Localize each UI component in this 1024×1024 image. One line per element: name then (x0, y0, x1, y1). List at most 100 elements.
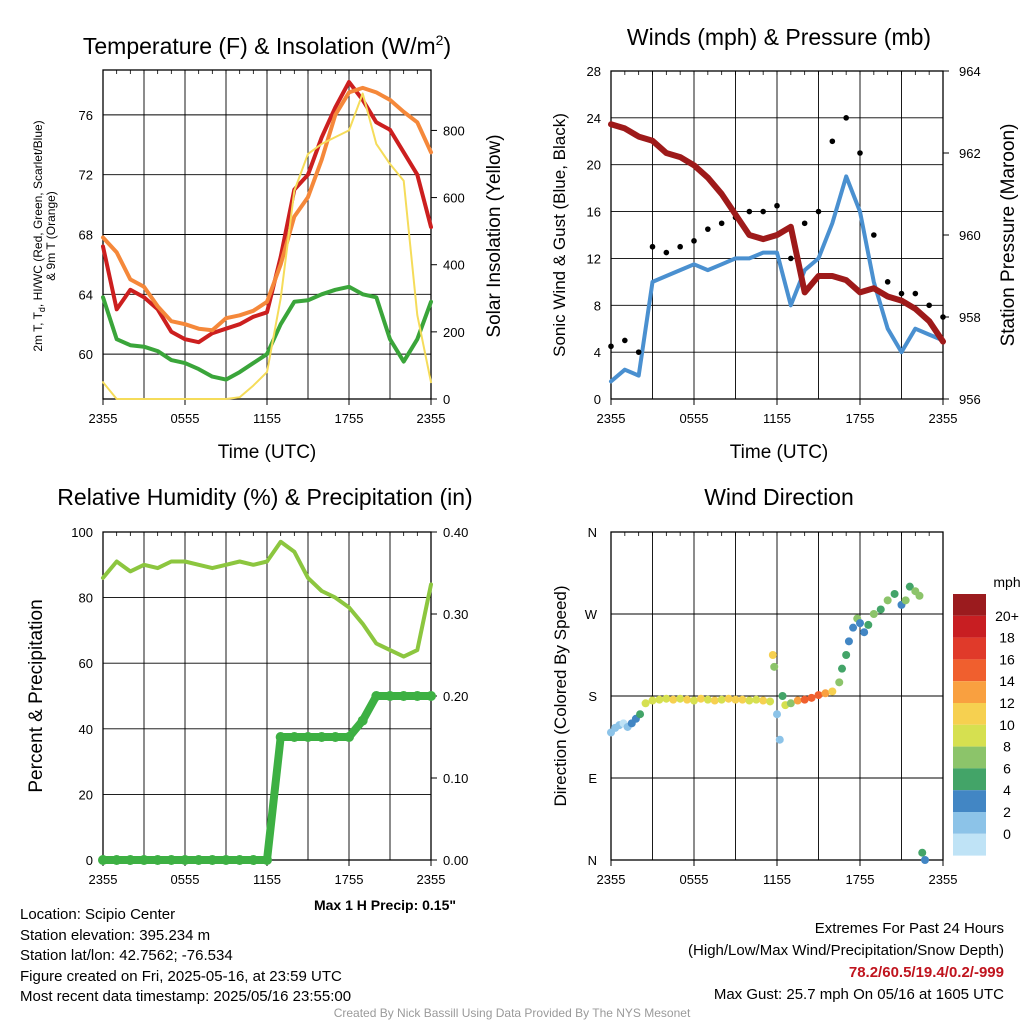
dir-direction-point (821, 689, 830, 698)
dir-direction-point (710, 696, 719, 705)
rh-precip-point (234, 855, 245, 865)
rh-ytick-label: 100 (71, 525, 93, 540)
rh-precip-point (139, 855, 149, 865)
wind-gust-point (760, 208, 766, 215)
wind-y2label: Station Pressure (Maroon) (998, 124, 1019, 347)
rh-precip-point (289, 732, 300, 742)
dir-colorbar-label: 8 (1003, 739, 1011, 755)
dir-direction-point (648, 696, 657, 705)
wind-y2tick-label: 962 (959, 146, 981, 161)
dir-direction-point (814, 691, 823, 700)
rh-precip-point (248, 855, 259, 865)
dir-direction-point (766, 697, 775, 706)
dir-direction-point (696, 694, 705, 703)
dir-colorbar-swatch (953, 637, 986, 660)
dir-colorbar-label: 4 (1003, 782, 1011, 798)
rh-precip-point (180, 855, 190, 865)
rh-precip-point (152, 855, 163, 865)
dir-colorbar-label: 10 (999, 717, 1015, 733)
dir-xtick-label: 0555 (680, 872, 709, 887)
temp-xtick-label: 2355 (417, 411, 446, 426)
wind-gust-point (912, 290, 919, 297)
dir-direction-point (778, 692, 787, 700)
wind-gust-point (940, 314, 946, 320)
dir-xtick-label: 2355 (929, 872, 958, 887)
dir-colorbar-swatch (953, 746, 986, 769)
wind-ylabel: Sonic Wind & Gust (Blue, Black) (550, 113, 569, 357)
dir-direction-point (860, 628, 869, 637)
dir-direction-point (835, 678, 844, 687)
rh-xtick-label: 2355 (417, 872, 446, 887)
rh-precip-point (371, 691, 382, 701)
recent-data-timestamp: Most recent data timestamp: 2025/05/16 2… (20, 988, 352, 1005)
wind-gust-point (843, 115, 849, 121)
wind-ytick-label: 20 (587, 158, 601, 173)
temp-xlabel: Time (UTC) (218, 442, 317, 463)
dir-chart-title: Wind Direction (704, 484, 854, 510)
dir-direction-point (876, 605, 885, 614)
temp-xtick-label: 0555 (171, 411, 200, 426)
wind-gust-point (622, 337, 628, 344)
wind-gust-point (746, 208, 753, 215)
wind-gust-point (815, 208, 822, 215)
dir-colorbar-label: 14 (999, 673, 1015, 689)
temp-ytick-label: 72 (79, 168, 93, 183)
wind-xtick-label: 1755 (846, 411, 875, 426)
wind-y2tick-label: 964 (959, 64, 981, 79)
dir-direction-point (793, 696, 802, 705)
dir-colorbar-swatch (953, 724, 986, 747)
dir-ytick-label: N (588, 853, 597, 868)
station-location: Location: Scipio Center (20, 906, 176, 923)
temp-y2tick-label: 400 (443, 258, 465, 273)
dir-direction-point (724, 694, 733, 703)
temp-y2label: Solar Insolation (Yellow) (484, 134, 505, 337)
extremes-block: Extremes For Past 24 Hours (High/Low/Max… (688, 918, 1004, 1006)
rh-precip-point (275, 732, 286, 742)
rh-ytick-label: 0 (86, 853, 93, 868)
dir-direction-point (921, 856, 930, 864)
wind-gust-point (898, 290, 905, 297)
station-info: Location: Scipio Center Station elevatio… (20, 905, 351, 1008)
dir-direction-point (745, 696, 754, 705)
rh-chart-title: Relative Humidity (%) & Precipitation (i… (57, 484, 472, 510)
wind-chart-title: Winds (mph) & Pressure (mb) (627, 24, 931, 50)
wind-xtick-label: 0555 (680, 411, 709, 426)
wind-gust-point (691, 238, 697, 244)
rh-precip-point (344, 732, 354, 742)
dir-direction-point (890, 589, 899, 598)
wind-gust-point (718, 220, 725, 227)
rh-precip-point (207, 855, 218, 865)
temp-xtick-label: 2355 (89, 411, 118, 426)
extremes-values: 78.2/60.5/19.4/0.2/-999 (848, 964, 1004, 981)
dir-direction-point (703, 695, 712, 704)
station-elevation: Station elevation: 395.234 m (20, 926, 211, 944)
wind-ytick-label: 8 (594, 298, 601, 313)
station-latlon: Station lat/lon: 42.7562; -76.534 (20, 947, 233, 964)
rh-ytick-label: 40 (79, 722, 93, 737)
dir-direction-point (768, 651, 777, 659)
dir-direction-point (856, 619, 864, 628)
rh-xtick-label: 1755 (335, 872, 364, 887)
wind-y2tick-label: 958 (959, 310, 981, 325)
wind-ytick-label: 16 (587, 205, 601, 220)
credit-line: Created By Nick Bassill Using Data Provi… (333, 1006, 691, 1020)
rh-xtick-label: 2355 (89, 872, 118, 887)
rh-precip-point (166, 855, 177, 865)
wind-xtick-label: 2355 (929, 411, 958, 426)
wind-gust-point (677, 243, 683, 250)
rh-precip-point (111, 855, 122, 865)
dir-direction-point (918, 848, 927, 857)
dir-direction-point (731, 695, 740, 704)
extremes-subtitle: (High/Low/Max Wind/Precipitation/Snow De… (688, 942, 1004, 959)
dir-colorbar-swatch (953, 703, 986, 725)
wind-xtick-label: 1155 (763, 411, 791, 426)
rh-ytick-label: 20 (79, 787, 93, 802)
dir-xtick-label: 1155 (763, 872, 791, 887)
wind-xlabel: Time (UTC) (730, 442, 829, 463)
rh-precip-point (426, 691, 436, 701)
dir-direction-point (828, 687, 837, 696)
dir-direction-point (775, 735, 784, 744)
wind-gust-point (871, 232, 877, 238)
rh-precip-point (303, 732, 313, 742)
